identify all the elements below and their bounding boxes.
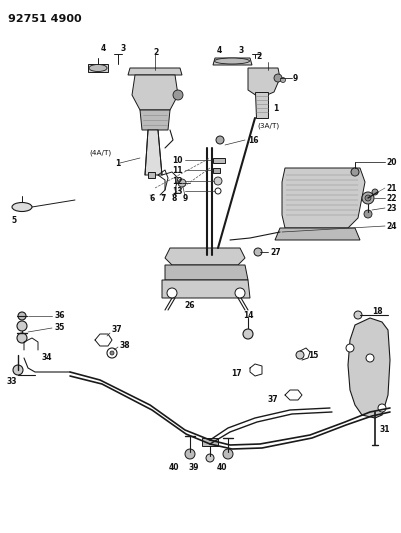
Polygon shape bbox=[128, 68, 182, 75]
Polygon shape bbox=[164, 248, 244, 265]
Polygon shape bbox=[281, 168, 364, 228]
Ellipse shape bbox=[214, 58, 249, 64]
Polygon shape bbox=[213, 58, 251, 65]
Polygon shape bbox=[132, 75, 178, 110]
Text: 33: 33 bbox=[7, 377, 17, 386]
Circle shape bbox=[215, 136, 223, 144]
Text: 27: 27 bbox=[269, 247, 280, 256]
Circle shape bbox=[17, 333, 27, 343]
Text: 40: 40 bbox=[168, 464, 179, 472]
Circle shape bbox=[178, 179, 186, 187]
Text: 37: 37 bbox=[267, 395, 277, 405]
Text: 24: 24 bbox=[385, 222, 395, 230]
Text: 3: 3 bbox=[238, 45, 243, 54]
Circle shape bbox=[213, 177, 221, 185]
Circle shape bbox=[166, 288, 176, 298]
Text: 14: 14 bbox=[242, 311, 253, 319]
Text: 3: 3 bbox=[120, 44, 126, 52]
Text: 13: 13 bbox=[172, 187, 182, 196]
Polygon shape bbox=[247, 68, 279, 98]
Circle shape bbox=[350, 168, 358, 176]
Ellipse shape bbox=[12, 203, 32, 212]
Text: 23: 23 bbox=[385, 204, 395, 213]
Text: 17: 17 bbox=[231, 369, 241, 378]
Polygon shape bbox=[213, 158, 225, 163]
Circle shape bbox=[18, 312, 26, 320]
Polygon shape bbox=[164, 265, 247, 280]
Text: 7: 7 bbox=[160, 193, 165, 203]
Polygon shape bbox=[148, 172, 155, 178]
Text: 9: 9 bbox=[292, 74, 298, 83]
Polygon shape bbox=[254, 92, 267, 118]
Text: 1: 1 bbox=[115, 158, 120, 167]
Circle shape bbox=[13, 365, 23, 375]
Text: 38: 38 bbox=[120, 341, 130, 350]
Ellipse shape bbox=[89, 64, 107, 71]
Polygon shape bbox=[201, 438, 217, 446]
Text: 40: 40 bbox=[216, 464, 227, 472]
Circle shape bbox=[223, 449, 233, 459]
Circle shape bbox=[371, 189, 377, 195]
Text: 92751 4900: 92751 4900 bbox=[8, 14, 81, 24]
Polygon shape bbox=[213, 168, 219, 173]
Text: 31: 31 bbox=[379, 425, 389, 434]
Polygon shape bbox=[140, 110, 170, 130]
Text: 35: 35 bbox=[55, 324, 65, 333]
Text: 8: 8 bbox=[171, 193, 176, 203]
Circle shape bbox=[365, 354, 373, 362]
Text: 1: 1 bbox=[272, 103, 277, 112]
Text: 2: 2 bbox=[256, 52, 261, 61]
Circle shape bbox=[242, 329, 252, 339]
Circle shape bbox=[295, 351, 303, 359]
Text: 15: 15 bbox=[307, 351, 318, 359]
Text: 22: 22 bbox=[385, 193, 395, 203]
Text: 4: 4 bbox=[101, 44, 106, 52]
Circle shape bbox=[205, 454, 213, 462]
Circle shape bbox=[353, 311, 361, 319]
Text: (4A/T): (4A/T) bbox=[89, 150, 111, 156]
Text: 37: 37 bbox=[112, 326, 122, 335]
Circle shape bbox=[184, 449, 194, 459]
Text: 18: 18 bbox=[371, 308, 382, 317]
Text: 5: 5 bbox=[11, 215, 16, 224]
Polygon shape bbox=[274, 228, 359, 240]
Polygon shape bbox=[145, 130, 162, 175]
Text: 4: 4 bbox=[216, 45, 221, 54]
Polygon shape bbox=[162, 280, 249, 298]
Circle shape bbox=[172, 90, 182, 100]
Circle shape bbox=[363, 210, 371, 218]
Polygon shape bbox=[347, 318, 389, 418]
Circle shape bbox=[377, 404, 385, 412]
Text: 2: 2 bbox=[153, 47, 158, 56]
Text: 36: 36 bbox=[55, 311, 65, 320]
Text: 12: 12 bbox=[172, 176, 182, 185]
Text: 26: 26 bbox=[184, 301, 195, 310]
Polygon shape bbox=[88, 64, 108, 72]
Text: 34: 34 bbox=[42, 353, 53, 362]
Text: 20: 20 bbox=[385, 157, 395, 166]
Text: 16: 16 bbox=[247, 135, 258, 144]
Circle shape bbox=[364, 195, 370, 201]
Text: 11: 11 bbox=[172, 166, 182, 174]
Text: (3A/T): (3A/T) bbox=[256, 123, 278, 129]
Circle shape bbox=[361, 192, 373, 204]
Text: 21: 21 bbox=[385, 183, 395, 192]
Text: 39: 39 bbox=[188, 464, 199, 472]
Circle shape bbox=[235, 288, 244, 298]
Circle shape bbox=[345, 344, 353, 352]
Circle shape bbox=[280, 77, 285, 83]
Circle shape bbox=[17, 321, 27, 331]
Circle shape bbox=[110, 351, 114, 355]
Text: 6: 6 bbox=[149, 193, 154, 203]
Circle shape bbox=[253, 248, 261, 256]
Text: 9: 9 bbox=[182, 193, 187, 203]
Circle shape bbox=[273, 74, 281, 82]
Text: 10: 10 bbox=[172, 156, 182, 165]
